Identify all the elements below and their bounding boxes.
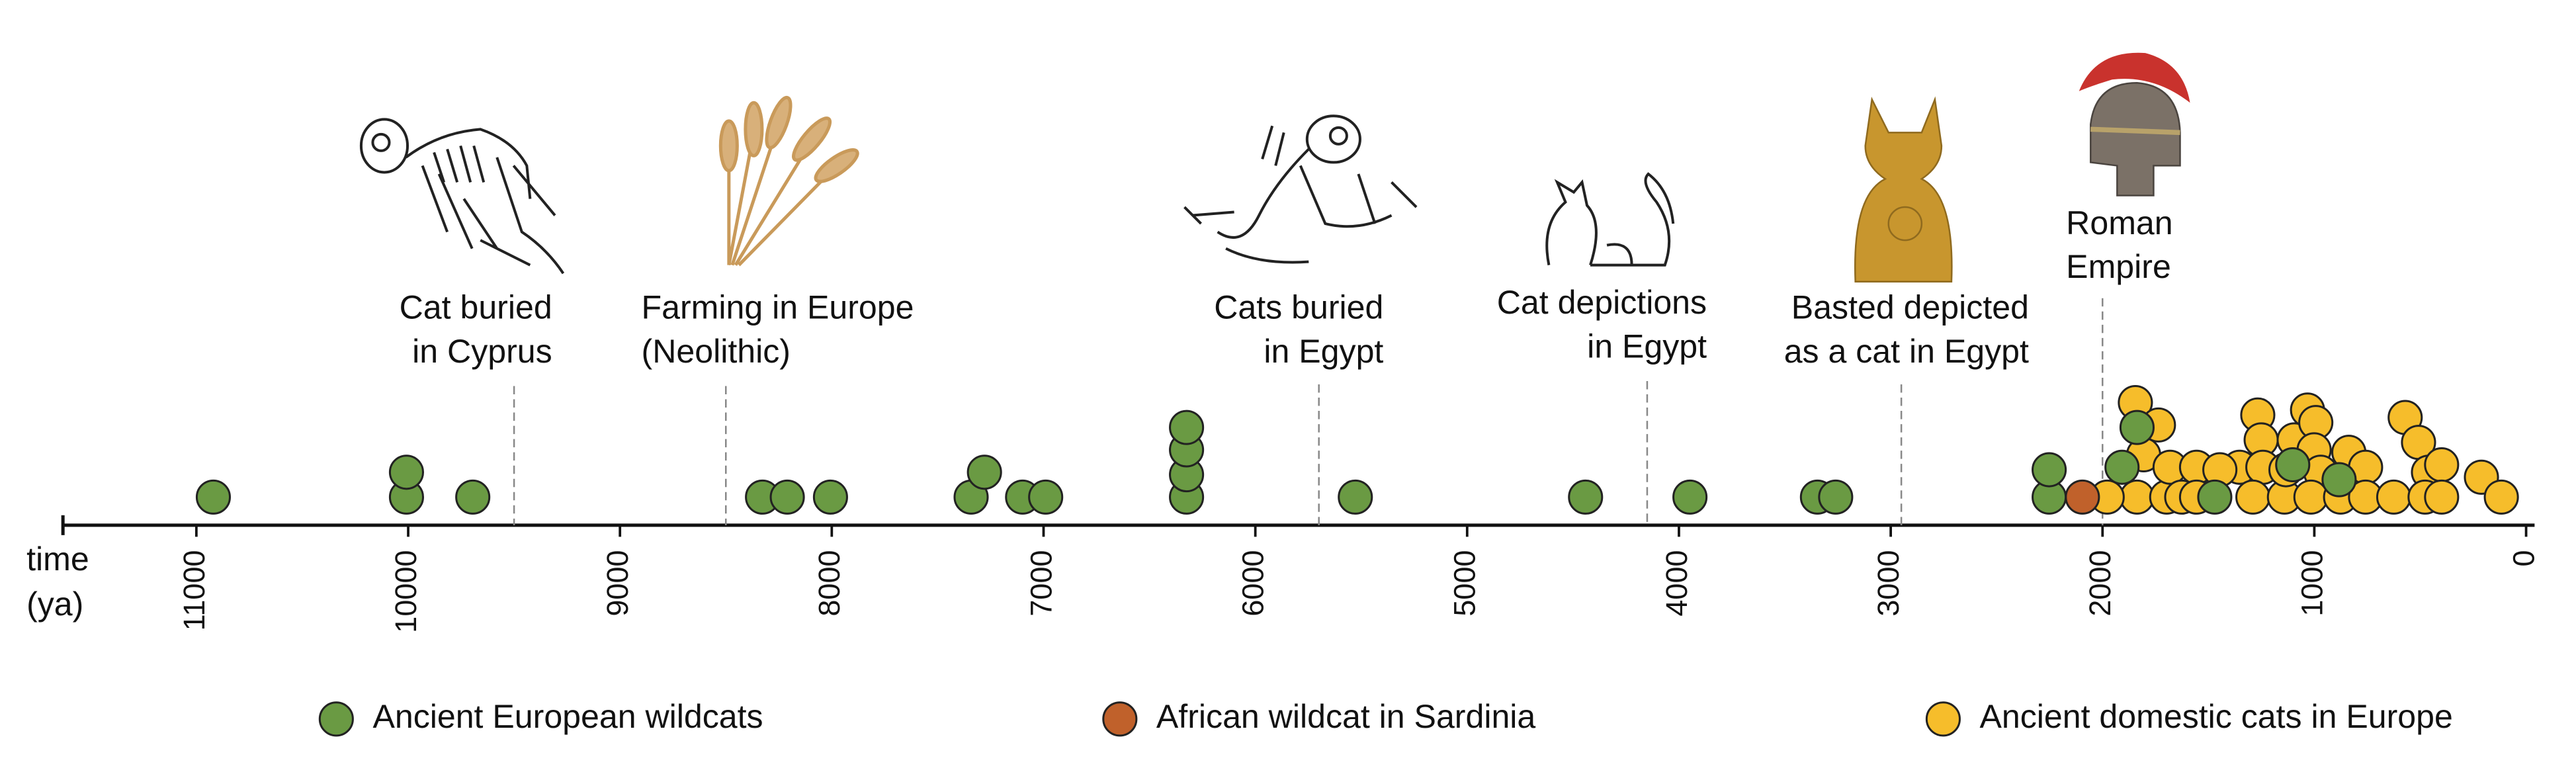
x-tick-label: 1000 bbox=[2295, 550, 2329, 616]
data-point bbox=[1568, 479, 1604, 515]
data-point bbox=[2119, 479, 2155, 515]
x-tick-label: 3000 bbox=[1871, 550, 1905, 616]
annotation-label: Basted depicted bbox=[1791, 289, 2029, 326]
legend-label: African wildcat in Sardinia bbox=[1156, 698, 1536, 735]
x-axis-label-line: time bbox=[26, 541, 89, 578]
data-point bbox=[195, 479, 232, 515]
x-tick-label: 5000 bbox=[1448, 550, 1482, 616]
annotation-label: (Neolithic) bbox=[642, 333, 791, 370]
data-point bbox=[2104, 449, 2140, 485]
x-tick-label: 6000 bbox=[1236, 550, 1270, 616]
annotation-label: as a cat in Egypt bbox=[1784, 333, 2029, 370]
data-point bbox=[1672, 479, 1708, 515]
bastet-statue-icon bbox=[1854, 96, 1953, 282]
x-tick-label: 7000 bbox=[1024, 550, 1058, 616]
data-point bbox=[455, 479, 491, 515]
data-point bbox=[2376, 479, 2412, 515]
data-point bbox=[1818, 479, 1854, 515]
annotation-label: Farming in Europe bbox=[642, 289, 914, 326]
annotation-label: Cats buried bbox=[1214, 289, 1383, 326]
wheat-icon bbox=[718, 95, 859, 267]
data-point bbox=[2424, 447, 2460, 483]
x-tick-label: 2000 bbox=[2083, 550, 2117, 616]
data-point bbox=[2293, 479, 2329, 515]
x-tick-label: 11000 bbox=[177, 550, 211, 630]
x-axis-label-line: (ya) bbox=[26, 585, 83, 623]
data-point bbox=[2065, 479, 2100, 515]
x-tick-label: 8000 bbox=[812, 550, 846, 616]
data-point bbox=[388, 455, 424, 490]
x-axis-label: time (ya) bbox=[26, 541, 89, 623]
egypt-skeleton-icon bbox=[1183, 114, 1418, 264]
roman-helmet-icon bbox=[2079, 52, 2190, 196]
data-point bbox=[812, 479, 848, 515]
data-point bbox=[1169, 410, 1205, 445]
annotation-label: Empire bbox=[2066, 248, 2171, 285]
x-tick-label: 4000 bbox=[1660, 550, 1694, 616]
data-point bbox=[966, 455, 1002, 490]
annotation-label: Roman bbox=[2066, 204, 2172, 241]
x-tick-label: 9000 bbox=[601, 550, 634, 616]
annotation-label: Cat depictions bbox=[1497, 284, 1707, 321]
data-point bbox=[2235, 479, 2271, 515]
annotation-label: in Cyprus bbox=[412, 333, 552, 370]
cat-outline-icon bbox=[1545, 172, 1675, 267]
annotation-label: in Egypt bbox=[1587, 327, 1707, 365]
legend-marker bbox=[1925, 701, 1961, 737]
data-point bbox=[2119, 410, 2155, 445]
data-point bbox=[2032, 452, 2067, 488]
annotation-label: Cat buried bbox=[400, 289, 552, 326]
data-point bbox=[2483, 479, 2519, 515]
x-tick-label: 0 bbox=[2507, 550, 2540, 566]
data-point bbox=[2321, 462, 2357, 498]
cyprus-skeleton-icon bbox=[359, 118, 565, 275]
data-point bbox=[2424, 479, 2460, 515]
data-point bbox=[2275, 447, 2311, 483]
annotation-label: in Egypt bbox=[1264, 333, 1383, 370]
data-point bbox=[2197, 479, 2233, 515]
legend-label: Ancient domestic cats in Europe bbox=[1979, 698, 2452, 735]
data-point bbox=[769, 479, 805, 515]
x-tick-label: 10000 bbox=[389, 550, 423, 632]
legend-marker bbox=[318, 701, 354, 737]
legend-marker bbox=[1102, 701, 1138, 737]
data-point bbox=[1028, 479, 1064, 515]
data-point bbox=[1338, 479, 1373, 515]
legend-label: Ancient European wildcats bbox=[372, 698, 763, 735]
